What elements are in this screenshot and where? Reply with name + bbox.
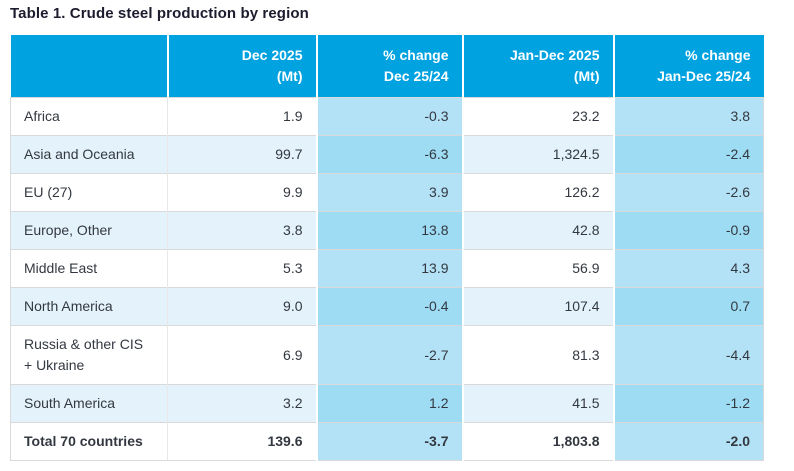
cell-total-pct-change-jandec: -2.0 (612, 422, 764, 461)
table-row-middle-east: Middle East 5.3 13.9 56.9 4.3 (10, 249, 764, 288)
cell-pct-change-jandec: -2.6 (612, 173, 764, 212)
cell-jandec-mt: 56.9 (461, 249, 614, 288)
cell-region: EU (27) (10, 173, 168, 212)
cell-pct-change-jandec: -2.4 (612, 135, 764, 174)
cell-jandec-mt: 41.5 (461, 384, 614, 423)
cell-pct-change-dec: 13.9 (315, 249, 463, 288)
cell-pct-change-dec: -2.7 (315, 325, 463, 385)
table-row-europe-other: Europe, Other 3.8 13.8 42.8 -0.9 (10, 211, 764, 250)
cell-region: Europe, Other (10, 211, 168, 250)
page: Table 1. Crude steel production by regio… (10, 5, 764, 461)
cell-pct-change-dec: 1.2 (315, 384, 463, 423)
cell-region: Africa (10, 97, 168, 136)
cell-dec-mt: 6.9 (167, 325, 317, 385)
cell-dec-mt: 5.3 (167, 249, 317, 288)
crude-steel-production-table: Dec 2025 (Mt) % change Dec 25/24 Jan-Dec… (10, 35, 764, 461)
cell-dec-mt: 3.2 (167, 384, 317, 423)
table-row-south-america: South America 3.2 1.2 41.5 -1.2 (10, 384, 764, 423)
cell-jandec-mt: 42.8 (461, 211, 614, 250)
cell-region: Russia & other CIS + Ukraine (10, 325, 168, 385)
header-row: Dec 2025 (Mt) % change Dec 25/24 Jan-Dec… (10, 35, 764, 98)
table-row-asia-oceania: Asia and Oceania 99.7 -6.3 1,324.5 -2.4 (10, 135, 764, 174)
cell-total-pct-change-dec: -3.7 (315, 422, 463, 461)
cell-pct-change-jandec: -0.9 (612, 211, 764, 250)
cell-region: North America (10, 287, 168, 326)
table-row-russia-cis-ukraine: Russia & other CIS + Ukraine 6.9 -2.7 81… (10, 325, 764, 385)
cell-pct-change-dec: -6.3 (315, 135, 463, 174)
cell-dec-mt: 99.7 (167, 135, 317, 174)
cell-jandec-mt: 1,324.5 (461, 135, 614, 174)
header-pct-change-dec: % change Dec 25/24 (315, 35, 463, 98)
table-header: Dec 2025 (Mt) % change Dec 25/24 Jan-Dec… (10, 35, 764, 98)
cell-pct-change-dec: 13.8 (315, 211, 463, 250)
cell-dec-mt: 9.9 (167, 173, 317, 212)
cell-jandec-mt: 126.2 (461, 173, 614, 212)
cell-pct-change-jandec: 3.8 (612, 97, 764, 136)
cell-dec-mt: 3.8 (167, 211, 317, 250)
cell-total-jandec-mt: 1,803.8 (461, 422, 614, 461)
cell-pct-change-jandec: 0.7 (612, 287, 764, 326)
cell-pct-change-jandec: -4.4 (612, 325, 764, 385)
header-dec-2025-mt: Dec 2025 (Mt) (166, 35, 317, 98)
cell-total-dec-mt: 139.6 (167, 422, 317, 461)
cell-dec-mt: 1.9 (167, 97, 317, 136)
table-row-africa: Africa 1.9 -0.3 23.2 3.8 (10, 97, 764, 136)
cell-region: Middle East (10, 249, 168, 288)
header-pct-change-jandec: % change Jan-Dec 25/24 (612, 35, 764, 98)
table-body: Africa 1.9 -0.3 23.2 3.8 Asia and Oceani… (10, 97, 764, 461)
cell-pct-change-dec: -0.4 (315, 287, 463, 326)
cell-pct-change-jandec: 4.3 (612, 249, 764, 288)
table-row-north-america: North America 9.0 -0.4 107.4 0.7 (10, 287, 764, 326)
page-title: Table 1. Crude steel production by regio… (10, 5, 309, 22)
cell-region: Asia and Oceania (10, 135, 168, 174)
cell-pct-change-dec: -0.3 (315, 97, 463, 136)
cell-jandec-mt: 81.3 (461, 325, 614, 385)
cell-pct-change-jandec: -1.2 (612, 384, 764, 423)
cell-region: South America (10, 384, 168, 423)
header-jandec-2025-mt: Jan-Dec 2025 (Mt) (461, 35, 614, 98)
cell-dec-mt: 9.0 (167, 287, 317, 326)
cell-total-label: Total 70 countries (10, 422, 168, 461)
table-row-eu-27: EU (27) 9.9 3.9 126.2 -2.6 (10, 173, 764, 212)
cell-pct-change-dec: 3.9 (315, 173, 463, 212)
table-total-row: Total 70 countries 139.6 -3.7 1,803.8 -2… (10, 422, 764, 461)
cell-jandec-mt: 23.2 (461, 97, 614, 136)
cell-jandec-mt: 107.4 (461, 287, 614, 326)
header-region (10, 35, 168, 98)
